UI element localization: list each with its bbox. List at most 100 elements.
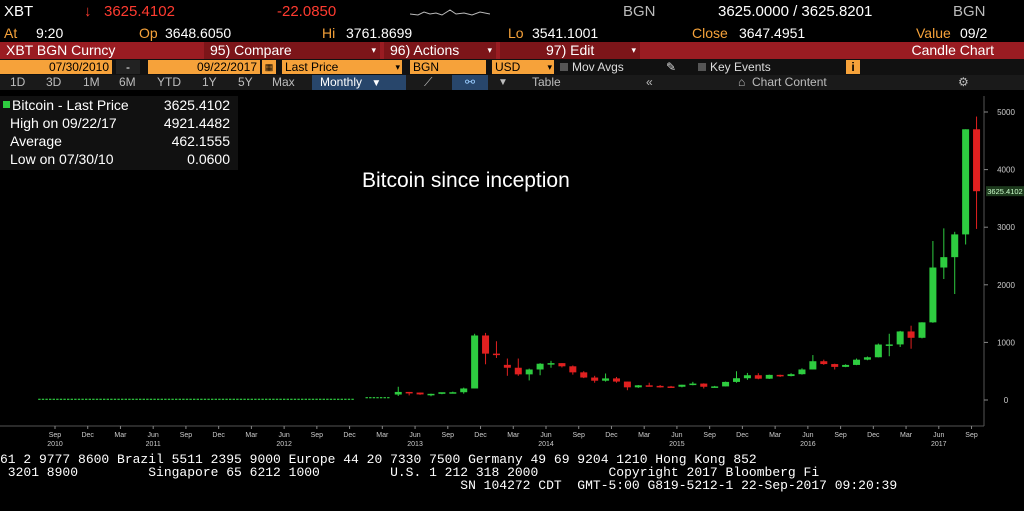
tab-ytd[interactable]: YTD — [157, 75, 181, 89]
chevron-down-icon[interactable]: ▼ — [498, 77, 508, 88]
tab-3d[interactable]: 3D — [46, 75, 62, 89]
info-icon[interactable]: i — [846, 60, 860, 74]
candle-body — [449, 392, 457, 394]
filter-bar: 07/30/2010 - 09/22/2017 ▦ Last Price ▾ B… — [0, 59, 1024, 75]
candle-body — [394, 391, 402, 395]
actions-menu[interactable]: 96) Actions ▾ — [384, 42, 496, 59]
security-title[interactable]: XBT BGN Curncy — [0, 42, 200, 59]
settings-gear-icon[interactable]: ⚙ — [958, 75, 969, 89]
price-field-select[interactable]: Last Price ▾ — [282, 60, 402, 74]
source-field[interactable]: BGN — [410, 60, 486, 74]
legend-low-value: 0.0600 — [187, 151, 230, 167]
end-date-field[interactable]: 09/22/2017 — [148, 60, 260, 74]
x-tick-label: Sep — [834, 432, 847, 439]
calendar-icon[interactable]: ▦ — [262, 60, 276, 74]
candle-body — [940, 257, 948, 268]
x-year-label: 2010 — [47, 441, 63, 448]
checkbox-icon — [698, 63, 706, 71]
chevron-down-icon: ▼ — [371, 78, 382, 89]
candle-body — [973, 129, 981, 192]
chart-content-icon: ⌂ — [738, 75, 746, 89]
x-year-label: 2017 — [931, 441, 947, 448]
candle-body — [743, 375, 751, 379]
x-tick-label: Jun — [933, 432, 944, 439]
candle-body — [482, 335, 490, 354]
x-year-label: 2012 — [276, 441, 292, 448]
at-label: At — [4, 25, 18, 41]
quote-header: XBT ↓ 3625.4102 -22.0850 BGN 3625.0000 /… — [0, 0, 1024, 24]
candle-body — [667, 386, 675, 388]
ticker-line-3: SN 104272 CDT GMT-5:00 G819-5212-1 22-Se… — [0, 478, 898, 493]
legend-average-value: 462.1555 — [171, 133, 230, 149]
down-arrow-icon: ↓ — [84, 3, 92, 20]
net-change: -22.0850 — [277, 3, 337, 20]
tab-6m[interactable]: 6M — [119, 75, 136, 89]
collapse-left-icon[interactable]: « — [646, 75, 653, 89]
candle-body — [569, 366, 577, 373]
candle-body — [962, 129, 970, 235]
bid-ask: 3625.0000 / 3625.8201 — [718, 3, 873, 20]
tab-max[interactable]: Max — [272, 75, 295, 89]
pen-icon[interactable]: ✎ — [666, 60, 677, 74]
candle-body — [416, 392, 424, 395]
candle-body — [733, 378, 740, 382]
y-tick-label: 4000 — [997, 166, 1015, 175]
candle-body — [842, 364, 850, 367]
candle-body — [514, 367, 522, 375]
candle-body — [471, 335, 479, 389]
line-chart-icon[interactable]: ⟋ — [424, 75, 433, 89]
key-events-toggle[interactable]: Key Events — [698, 60, 818, 74]
candle-body — [831, 364, 839, 367]
x-tick-label: Dec — [474, 432, 487, 439]
legend-average-label: Average — [10, 133, 62, 149]
x-year-label: 2016 — [800, 441, 816, 448]
candle-body — [700, 383, 708, 387]
mov-avgs-toggle[interactable]: Mov Avgs — [560, 60, 660, 74]
candle-body — [820, 361, 828, 365]
frequency-select[interactable]: Monthly ▼ — [312, 75, 406, 90]
x-tick-label: Dec — [867, 432, 880, 439]
source-left: BGN — [623, 3, 656, 20]
x-year-label: 2013 — [407, 441, 423, 448]
candle-body — [809, 361, 817, 370]
value-date: 09/2 — [960, 25, 988, 41]
chevron-down-icon: ▾ — [371, 45, 376, 55]
tab-1d[interactable]: 1D — [10, 75, 26, 89]
tab-5y[interactable]: 5Y — [238, 75, 253, 89]
date-range-dash: - — [116, 60, 140, 74]
table-button[interactable]: Table — [532, 75, 561, 89]
ticker-line-1: 61 2 9777 8600 Brazil 5511 2395 9000 Eur… — [0, 452, 757, 467]
x-tick-label: Jun — [278, 432, 289, 439]
x-year-label: 2015 — [669, 441, 685, 448]
start-date-field[interactable]: 07/30/2010 — [0, 60, 112, 74]
candle-body — [536, 363, 544, 370]
last-price: 3625.4102 — [104, 3, 175, 20]
chart-content-button[interactable]: Chart Content — [752, 75, 827, 89]
chart-annotation: Bitcoin since inception — [362, 169, 570, 192]
candle-body — [929, 267, 937, 323]
edit-menu[interactable]: 97) Edit ▾ — [500, 42, 640, 59]
chart-type-label[interactable]: Candle Chart — [911, 42, 995, 58]
time: 9:20 — [36, 25, 64, 41]
x-tick-label: Mar — [769, 432, 782, 439]
currency-select[interactable]: USD ▾ — [492, 60, 554, 74]
candle-style-icon[interactable]: ⚯ — [452, 75, 488, 90]
x-tick-label: Sep — [572, 432, 585, 439]
candle-body — [787, 374, 795, 377]
actions-label: 96) Actions — [390, 42, 460, 58]
candle-body — [863, 357, 871, 360]
close-label: Close — [692, 25, 728, 41]
compare-menu[interactable]: 95) Compare ▾ — [204, 42, 380, 59]
tab-1y[interactable]: 1Y — [202, 75, 217, 89]
candle-body — [558, 363, 566, 367]
mov-avgs-label: Mov Avgs — [572, 60, 624, 74]
candle-body — [547, 363, 555, 365]
x-tick-label: Jun — [540, 432, 551, 439]
candle-body — [885, 344, 893, 346]
tab-1m[interactable]: 1M — [83, 75, 100, 89]
candle-body — [427, 393, 435, 396]
quote-detail: At 9:20 Op 3648.6050 Hi 3761.8699 Lo 354… — [0, 24, 1024, 42]
candle-body — [907, 331, 915, 338]
x-tick-label: Mar — [114, 432, 127, 439]
ticker-line-2: 3201 8900 Singapore 65 6212 1000 U.S. 1 … — [0, 465, 820, 480]
